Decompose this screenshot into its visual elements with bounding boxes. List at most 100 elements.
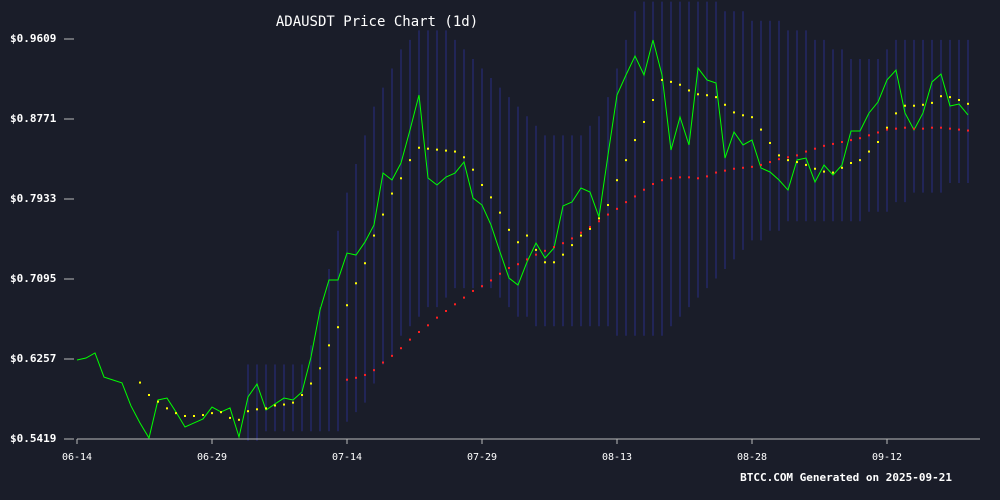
ma-dot bbox=[886, 126, 888, 129]
ma-dot bbox=[391, 192, 393, 195]
ma-dot bbox=[832, 142, 834, 145]
ma-dot bbox=[184, 414, 186, 417]
ma-dot bbox=[742, 114, 744, 117]
ma-dot bbox=[859, 137, 861, 140]
x-tick-label: 08-28 bbox=[737, 452, 767, 463]
x-tick-label: 07-29 bbox=[467, 452, 497, 463]
x-tick-label: 07-14 bbox=[332, 452, 362, 463]
ma-dot bbox=[751, 116, 753, 119]
ma-dot bbox=[553, 246, 555, 249]
ma-dot bbox=[544, 261, 546, 264]
ma-dot bbox=[580, 234, 582, 237]
ma-dot bbox=[940, 126, 942, 129]
ma-dot bbox=[301, 393, 303, 396]
ma-dot bbox=[967, 102, 969, 105]
y-tick-label: $0.6257 bbox=[10, 352, 56, 365]
ma-dot bbox=[850, 162, 852, 165]
ma-dot bbox=[841, 166, 843, 169]
ma-dot bbox=[436, 148, 438, 151]
ma-dot bbox=[850, 139, 852, 142]
ma-dot bbox=[517, 241, 519, 244]
ma-dot bbox=[724, 103, 726, 106]
ma-dot bbox=[562, 242, 564, 245]
ma-dot bbox=[778, 154, 780, 157]
ma-dot bbox=[733, 167, 735, 170]
ma-dot bbox=[526, 234, 528, 237]
ma-dot bbox=[373, 369, 375, 372]
ma-dot bbox=[148, 393, 150, 396]
ma-dot bbox=[193, 414, 195, 417]
ma-dot bbox=[427, 147, 429, 150]
ma-dot bbox=[958, 99, 960, 102]
ma-dot bbox=[796, 154, 798, 157]
ma-dot bbox=[724, 169, 726, 172]
x-tick-label: 09-12 bbox=[872, 452, 902, 463]
ma-dot bbox=[877, 141, 879, 144]
ma-dot bbox=[238, 418, 240, 421]
ma-dot bbox=[499, 211, 501, 214]
ma-dot bbox=[328, 344, 330, 347]
ma-dot bbox=[670, 80, 672, 83]
ma-dot bbox=[517, 263, 519, 266]
ma-dot bbox=[400, 177, 402, 180]
ma-dot bbox=[760, 163, 762, 166]
ma-dot bbox=[283, 403, 285, 406]
ma-dot bbox=[949, 127, 951, 130]
ma-dot bbox=[211, 412, 213, 415]
ma-dot bbox=[625, 201, 627, 204]
ma-dot bbox=[715, 96, 717, 99]
y-tick-label: $0.7933 bbox=[10, 192, 56, 205]
ma-dot bbox=[418, 330, 420, 333]
ma-dot bbox=[445, 149, 447, 152]
plot: $0.5419 $0.6257 $0.7095 $0.7933 $0.8771 $0.96… bbox=[10, 32, 980, 463]
ma-dot bbox=[490, 279, 492, 282]
ma-dot bbox=[229, 416, 231, 419]
ma-dot bbox=[787, 159, 789, 162]
ma-dot bbox=[886, 128, 888, 131]
ma-dot bbox=[319, 367, 321, 370]
ma-dot bbox=[472, 289, 474, 292]
ma-dot bbox=[292, 401, 294, 404]
y-tick-label: $0.9609 bbox=[10, 32, 56, 45]
x-tick-label: 06-29 bbox=[197, 452, 227, 463]
ma-dot bbox=[679, 83, 681, 86]
ma-dot bbox=[526, 258, 528, 261]
ma-dot bbox=[868, 134, 870, 137]
ma-dot bbox=[868, 150, 870, 153]
ma-dot bbox=[877, 131, 879, 134]
ma-dot bbox=[427, 324, 429, 327]
ma-dot bbox=[742, 166, 744, 169]
y-tick-label: $0.5419 bbox=[10, 432, 56, 445]
ma-dot bbox=[445, 309, 447, 312]
ma-dot bbox=[481, 285, 483, 288]
ma-dot bbox=[913, 104, 915, 107]
ma-dot bbox=[382, 361, 384, 364]
ma-dot bbox=[814, 167, 816, 170]
ma-dot bbox=[463, 296, 465, 299]
ma-dot bbox=[922, 103, 924, 106]
ma-dot bbox=[670, 177, 672, 180]
ma-dot bbox=[607, 204, 609, 207]
ma-dot bbox=[832, 171, 834, 174]
ma-dot bbox=[391, 354, 393, 357]
ma-dot bbox=[454, 303, 456, 306]
ma-dot bbox=[823, 144, 825, 147]
ma-dot bbox=[310, 382, 312, 385]
ma-dot bbox=[436, 316, 438, 319]
ma-dot bbox=[697, 177, 699, 180]
ma-dot bbox=[805, 150, 807, 153]
ma-dot bbox=[166, 407, 168, 410]
ma-dot bbox=[607, 213, 609, 216]
ma-dot bbox=[688, 89, 690, 92]
ma-dot bbox=[904, 104, 906, 107]
ma-dot bbox=[634, 139, 636, 142]
ma-dot bbox=[634, 195, 636, 198]
ma-dot bbox=[589, 225, 591, 228]
ma-dot bbox=[220, 411, 222, 414]
ma-dot bbox=[454, 150, 456, 153]
ma-dot bbox=[175, 412, 177, 415]
ma-dot bbox=[544, 249, 546, 252]
ma-dot bbox=[769, 161, 771, 164]
ma-dot bbox=[490, 196, 492, 199]
